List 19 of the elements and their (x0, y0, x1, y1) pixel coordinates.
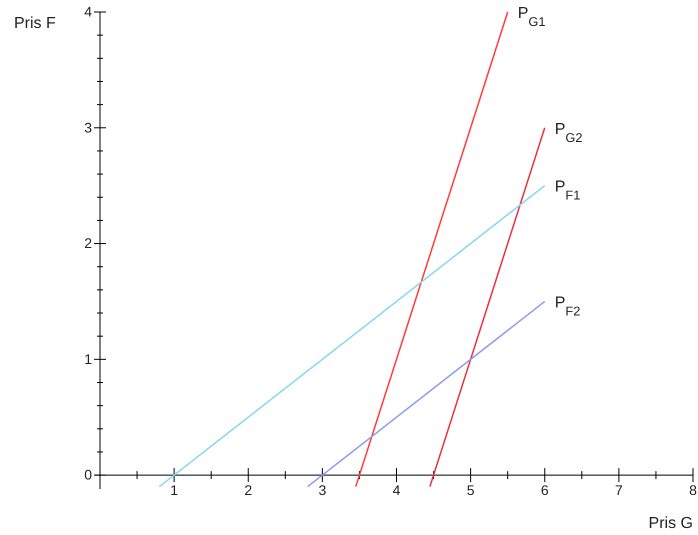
x-tick-label: 8 (689, 482, 698, 498)
series-label: P$_{G2}$ (554, 120, 582, 144)
x-tick-label: 2 (244, 482, 252, 498)
series-label: P$_{F2}$ (554, 294, 580, 318)
x-tick-label: 1 (170, 482, 178, 498)
series-label: P$_{G1}$ (518, 5, 546, 28)
series-label: P$_{F1}$ (554, 178, 580, 202)
x-tick-label: 5 (466, 482, 475, 498)
y-tick-label: 1 (84, 350, 92, 367)
x-tick-label: 4 (392, 482, 401, 498)
x-tick-label: 3 (318, 482, 326, 498)
y-tick-label: 2 (84, 235, 92, 252)
y-tick-label: 0 (84, 466, 92, 483)
y-axis-title: Pris F (14, 15, 56, 32)
x-axis-title: Pris G (648, 515, 693, 532)
x-tick-label: 6 (540, 482, 549, 498)
y-tick-label: 4 (84, 3, 92, 20)
x-tick-label: 7 (614, 482, 623, 498)
y-tick-label: 3 (84, 119, 92, 136)
